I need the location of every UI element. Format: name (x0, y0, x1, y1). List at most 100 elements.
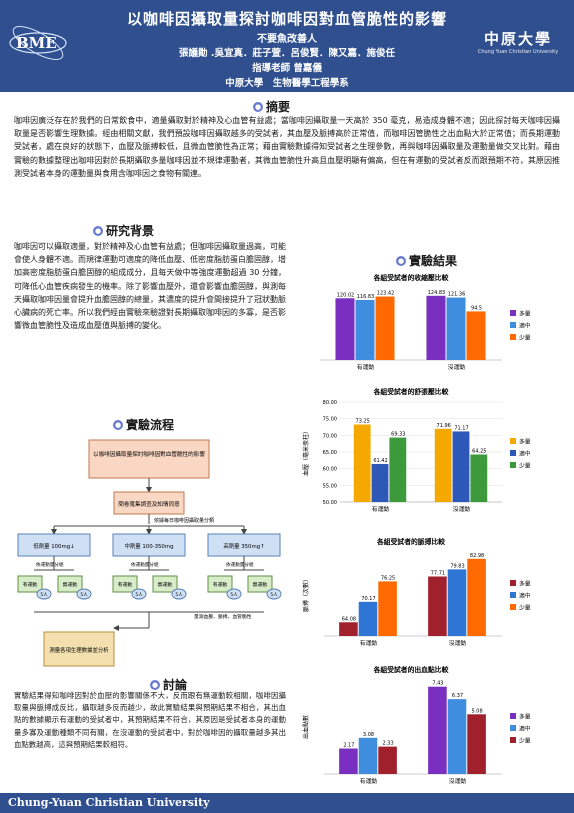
chart-bar (376, 297, 395, 360)
chart-data-label: 77.71 (431, 570, 445, 576)
chart-y-label: 脈搏（次數） (302, 576, 310, 612)
chart-legend-label: 多量 (519, 438, 531, 446)
chart-y-tick: 55.00 (323, 483, 337, 489)
chart-title: 各組受試者的收縮壓比較 (373, 273, 449, 282)
chart-data-label: 5.08 (472, 708, 483, 714)
chart-bar (354, 425, 371, 503)
chart-bar (470, 455, 487, 503)
chart-bar (446, 298, 465, 360)
chart-y-tick: 75.00 (323, 417, 337, 423)
chart-legend-swatch (510, 334, 516, 340)
chart-bar (389, 438, 406, 502)
chart-y-tick: 80.00 (323, 400, 337, 406)
chart-legend-swatch (510, 462, 516, 468)
chart-legend-swatch (510, 438, 516, 444)
chart-legend-label: 多量 (519, 713, 531, 721)
chart-bar (467, 559, 486, 636)
chart-data-label: 71.96 (437, 423, 451, 429)
footer-text: Chung-Yuan Christian University (8, 796, 210, 809)
chart-data-label: 116.83 (357, 294, 375, 300)
conclusion-text: 實驗結果得知咖啡因對於血壓的影響關係不大，反而跟有無運動較相關，咖啡因攝取量與脈… (14, 690, 286, 751)
chart-bar (448, 699, 467, 774)
chart-data-label: 124.83 (428, 290, 446, 296)
chart-bar (467, 714, 486, 774)
chart-legend-swatch (510, 725, 516, 731)
chart-bar (426, 296, 445, 360)
chart-legend-label: 少量 (519, 463, 531, 470)
chart-data-label: 123.42 (377, 291, 395, 297)
chart-pulse: 各組受試者的脈搏比較 脈搏（次數） 64.08 70.17 76.25 有運動 77.71 7… (300, 532, 562, 652)
chart-diastolic: 各組受試者的舒張壓比較 50.00 55.00 60.00 65.00 70.00 75.0… (300, 382, 562, 518)
heading-bullet-icon: ● (396, 256, 406, 266)
chart-legend-label: 少量 (519, 335, 531, 342)
chart-data-label: 82.98 (470, 553, 484, 559)
chart-category-label: 沒運動 (453, 505, 471, 513)
flow-final-text: 測量各項生理數據並分析 (49, 646, 109, 654)
chart-data-label: 61.42 (373, 458, 387, 464)
chart-legend-label: 多量 (519, 310, 531, 318)
chart-data-label: 79.83 (450, 563, 464, 569)
chart-legend-label: 少量 (519, 738, 531, 745)
flow-group-label: 依據每日咖啡因攝取量分類 (154, 517, 214, 524)
chart-data-label: 121.36 (448, 292, 466, 298)
poster-footer: Chung-Yuan Christian University (0, 793, 574, 813)
chart-y-label: 血壓（毫米汞柱） (302, 428, 310, 476)
heading-bullet-icon: ● (93, 226, 103, 236)
chart-legend-label: 適中 (519, 322, 531, 330)
university-logo-cn: 中原大學 (472, 28, 564, 49)
heading-bullet-icon: ● (113, 420, 123, 430)
abstract-text: 咖啡因廣泛存在於我們的日常飲食中，適量攝取對於精神及心血管有益處；當咖啡因攝取量… (14, 114, 560, 180)
flow-count-label: 5人 (175, 592, 183, 598)
flow-count-label: 5人 (80, 592, 88, 598)
chart-bleeding: 各組受試者的出血點比較 出血點數 2.17 3.08 2.33 有運動 7.43 6.37 5.… (300, 660, 562, 790)
chart-bar (339, 749, 358, 774)
chart-legend-swatch (510, 592, 516, 598)
flow-measure-label: 量測血壓、脈搏、血管脆性 (194, 613, 252, 620)
poster-advisor: 指導老師 曾嘉儀 (0, 60, 574, 74)
chart-y-tick: 70.00 (323, 433, 337, 439)
chart-bar (428, 576, 447, 636)
chart-bar (448, 569, 467, 636)
chart-y-tick: 50.00 (323, 500, 337, 506)
chart-bar (339, 622, 358, 636)
chart-legend-swatch (510, 737, 516, 743)
flow-leaf-label: 無運動 (253, 581, 268, 588)
chart-legend-label: 適中 (519, 592, 531, 600)
flow-leaf-label: 有運動 (23, 581, 38, 588)
flow-count-label: 5人 (270, 592, 278, 598)
flow-leaf-label: 有運動 (118, 581, 133, 588)
background-heading-label: 研究背景 (106, 222, 154, 239)
chart-legend-label: 多量 (519, 580, 531, 588)
flow-group-mid-text: 中劑量 100-350mg (124, 542, 173, 550)
chart-data-label: 94.5 (471, 305, 482, 311)
flow-sub-label: 依運動量分組 (226, 561, 254, 568)
chart-category-label: 沒運動 (448, 363, 466, 371)
chart-title: 各組受試者的脈搏比較 (376, 537, 445, 546)
university-logo: 中原大學 Chung Yuan Christian University (472, 28, 564, 60)
chart-legend-swatch (510, 604, 516, 610)
heading-bullet-icon: ● (253, 102, 263, 112)
university-logo-en: Chung Yuan Christian University (472, 49, 564, 55)
heading-bullet-icon: ● (150, 680, 160, 690)
chart-bar (467, 311, 486, 360)
abstract-heading: ● 摘要 (253, 98, 290, 115)
chart-data-label: 2.33 (383, 741, 394, 747)
chart-bar (378, 581, 397, 636)
chart-data-label: 3.08 (363, 732, 374, 738)
chart-category-label: 沒運動 (449, 777, 467, 785)
abstract-heading-label: 摘要 (266, 98, 290, 115)
flow-count-label: 5人 (135, 592, 143, 598)
flow-sub-label: 依運動量分組 (131, 561, 159, 568)
chart-bar (359, 738, 378, 774)
chart-y-tick: 65.00 (323, 450, 337, 456)
flow-group-high-text: 高劑量 350mg↑ (223, 542, 264, 550)
flow-leaf-label: 有運動 (213, 581, 228, 588)
chart-data-label: 120.02 (337, 292, 355, 298)
chart-legend-swatch (510, 322, 516, 328)
background-heading: ● 研究背景 (93, 222, 154, 239)
poster-department: 中原大學 生物醫學工程學系 (0, 75, 574, 89)
chart-bar (355, 300, 374, 360)
chart-category-label: 有運動 (360, 777, 378, 785)
chart-data-label: 73.25 (356, 419, 370, 425)
results-heading-label: 實驗結果 (409, 252, 457, 269)
